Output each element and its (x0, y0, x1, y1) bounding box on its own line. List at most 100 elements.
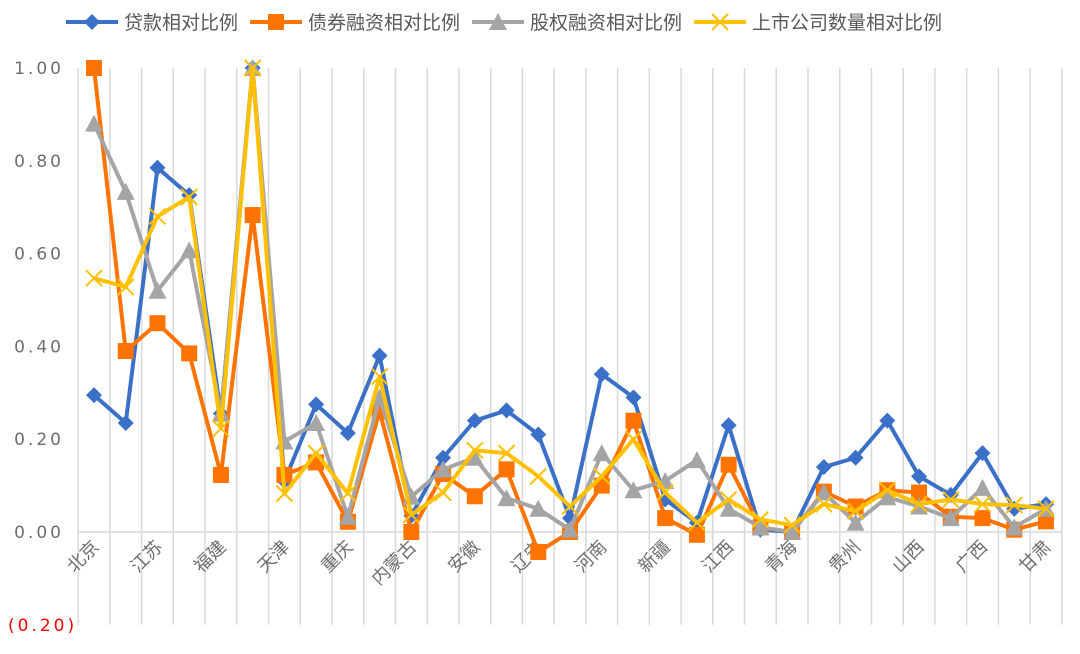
data-point (529, 499, 548, 517)
data-point (593, 366, 610, 383)
data-point (974, 445, 991, 462)
data-point (751, 510, 770, 529)
data-point (530, 543, 547, 560)
y-tick-label: 1.00 (14, 59, 64, 79)
data-point (974, 510, 991, 527)
data-point (973, 478, 992, 496)
data-point (466, 441, 484, 460)
data-point (815, 459, 832, 476)
legend-item: 贷款相对比例 (66, 12, 238, 34)
data-point (847, 449, 864, 466)
data-point (719, 490, 738, 509)
legend-item: 债券融资相对比例 (250, 12, 460, 34)
data-point (530, 426, 547, 443)
data-point (117, 343, 134, 360)
data-point (497, 444, 516, 462)
data-point (339, 425, 356, 442)
x-tick-label: 新疆 (634, 537, 674, 577)
data-point (434, 483, 452, 502)
legend-label: 股权融资相对比例 (530, 12, 682, 34)
legend-label: 贷款相对比例 (124, 12, 238, 34)
data-point (465, 448, 484, 466)
x-tick-label: 贵州 (825, 537, 865, 577)
data-point (783, 523, 802, 540)
data-point (370, 367, 389, 386)
x-tick-label: 内蒙古 (368, 537, 421, 590)
data-point (243, 59, 262, 77)
data-point (181, 345, 198, 362)
data-point (149, 159, 166, 176)
data-point (910, 495, 928, 513)
data-point (466, 412, 483, 429)
data-point (148, 207, 167, 226)
x-axis-ticks: 北京 江苏 福建 天津 重庆 内蒙古 安徽 辽宁 河南 新疆 江西 青海 贵州 山西 广西 甘肃 (63, 537, 1055, 590)
data-point (307, 413, 326, 431)
data-point (403, 524, 420, 540)
data-point (402, 506, 421, 524)
data-point (973, 495, 992, 513)
data-point (624, 481, 643, 499)
x-tick-label: 福建 (190, 537, 230, 577)
data-point (117, 414, 134, 431)
data-point (846, 502, 865, 520)
y-tick-label: 0.40 (14, 337, 64, 357)
data-point (625, 412, 642, 429)
data-point (624, 430, 643, 448)
y-axis-ticks: 1.00 0.80 0.60 0.40 0.20 0.00 (0.20) (8, 59, 74, 636)
data-point (308, 396, 325, 413)
data-point (911, 468, 928, 485)
data-point (117, 278, 135, 296)
data-point (657, 510, 674, 527)
data-point (720, 417, 737, 434)
data-point (338, 507, 357, 525)
data-point (879, 412, 896, 429)
data-point (751, 518, 770, 536)
legend-item: 上市公司数量相对比例 (694, 12, 942, 34)
data-point (687, 451, 706, 469)
legend-label: 上市公司数量相对比例 (752, 12, 942, 34)
data-point (911, 484, 928, 501)
data-point (435, 449, 452, 466)
data-point (878, 481, 897, 499)
data-point (561, 520, 579, 538)
data-point (498, 461, 515, 478)
data-point (86, 60, 102, 76)
data-point (592, 444, 611, 462)
x-tick-label: 重庆 (317, 537, 357, 577)
data-point (688, 514, 706, 532)
x-tick-label: 天津 (254, 537, 294, 577)
data-point (85, 269, 103, 287)
y-tick-label: 0.80 (14, 152, 64, 172)
data-point (846, 513, 865, 531)
y-tick-label: 0.00 (14, 523, 64, 543)
data-point (148, 281, 167, 299)
y-tick-label: 0.20 (14, 430, 64, 450)
data-point (116, 182, 135, 200)
series-4 (85, 59, 1055, 534)
data-point (180, 188, 198, 206)
y-tick-label: 0.60 (14, 245, 64, 265)
data-point (1037, 500, 1055, 518)
data-point (719, 499, 738, 517)
data-point (339, 484, 357, 503)
data-point (1005, 518, 1024, 536)
data-point (941, 509, 960, 527)
data-point (878, 488, 897, 506)
x-tick-label: 北京 (63, 537, 103, 577)
data-point (593, 467, 611, 486)
legend-marker-icon (268, 14, 285, 30)
data-point (529, 467, 547, 486)
legend-item: 股权融资相对比例 (472, 12, 682, 34)
data-point (814, 483, 833, 501)
data-point (625, 389, 642, 406)
data-point (497, 489, 516, 507)
x-tick-label: 甘肃 (1015, 537, 1055, 577)
x-tick-label: 河南 (571, 537, 611, 577)
x-tick-label: 广西 (952, 537, 992, 577)
data-point (942, 490, 960, 509)
data-point (1005, 496, 1023, 514)
data-point (212, 466, 229, 483)
data-point (498, 402, 515, 419)
legend-marker-icon (84, 14, 100, 30)
